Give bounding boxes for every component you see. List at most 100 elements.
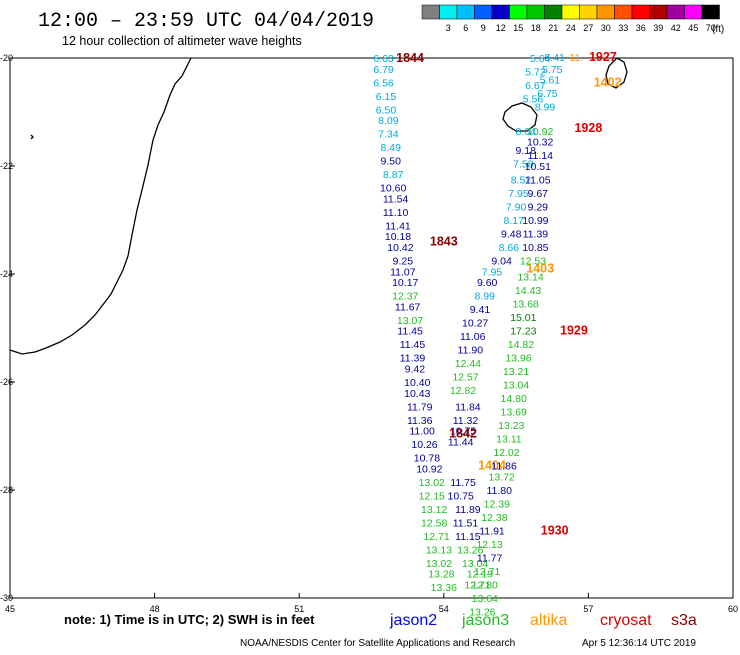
wave-height-value: 9.42 [405,364,426,376]
wave-height-value: 5.61 [540,75,561,87]
wave-height-value: 8.17 [503,215,524,227]
legend-swatch [491,4,510,20]
wave-height-value: 6.63 [373,53,394,65]
legend-label: 70 [706,23,716,33]
madagascar-coastline [9,57,192,355]
legend-swatch [439,4,458,20]
legend-label: 21 [548,23,558,33]
wave-height-value: 9.60 [477,277,498,289]
axis-ticks: 45 48 51 54 57 60 -20 -22 -24 -26 -28 -30 [0,53,738,614]
wave-height-value: 10.75 [448,490,474,502]
wave-height-value: 12.71 [474,566,500,578]
wave-height-value: 8.99 [535,102,556,114]
wave-height-value: 13.36 [431,582,457,594]
track-time-label: 1842 [449,426,477,440]
wave-height-value: 10.42 [387,242,413,254]
legend-label: 36 [636,23,646,33]
wave-height-value: 12.13 [476,539,502,551]
wave-height-value: 5.56 [523,94,544,106]
wave-height-value: 12.82 [450,385,476,397]
x-tick-label: 48 [150,604,160,614]
legend-swatch [701,4,720,20]
track-time-label: 1930 [541,524,569,538]
track-time-label: 1928 [574,121,602,135]
wave-height-value: 10.99 [522,215,548,227]
y-tick-label: -28 [0,485,13,495]
wave-height-value: 11.05 [525,175,551,187]
reunion-island [502,102,538,132]
wave-height-value: 13.23 [498,420,524,432]
track-time-label: 1403 [526,262,554,276]
wave-height-value: 11.90 [458,345,484,357]
legend-swatch [579,4,598,20]
wave-height-value: 8.66 [499,242,520,254]
x-tick-label: 45 [5,604,15,614]
wave-height-value: 11.89 [455,504,481,516]
legend-label: 45 [688,23,698,33]
wave-height-value: 5.41 [544,52,565,64]
wave-height-value: 12.38 [481,512,507,524]
wave-height-value: 15.01 [510,312,536,324]
wave-height-value: 5.72 [525,67,546,79]
wave-height-value: 10.85 [522,242,548,254]
wave-height-value: 11.10 [383,207,409,219]
wave-height-value: 13.69 [501,407,527,419]
legend-swatch [526,4,545,20]
legend-label: 30 [601,23,611,33]
wave-height-value: 9.18 [516,145,537,157]
wave-height-value: 11. [569,52,583,64]
wave-height-value: 7.95 [508,188,529,200]
legend-swatch [421,4,440,20]
wave-height-value: 9.29 [528,202,549,214]
wave-height-value: 11.32 [453,415,479,427]
legend-label: 12 [496,23,506,33]
wave-height-value: 13.11 [496,434,522,446]
wave-height-value: 11.54 [383,193,409,205]
wave-height-value: 13.02 [419,477,445,489]
wave-height-value: 12.57 [452,372,478,384]
wave-height-value: 11.45 [397,326,423,338]
wave-height-value: 12.80 [472,580,498,592]
legend-label: 27 [583,23,593,33]
wave-height-value: 13.28 [428,569,454,581]
wave-height-value: 13.68 [513,299,539,311]
wave-height-value: 10.43 [404,388,430,400]
wave-height-value: 10.51 [525,161,551,173]
wave-height-value: 11.41 [385,220,411,232]
plot-frame [9,57,734,599]
wave-height-value: 13.07 [397,315,423,327]
track-time-label: 1927 [589,50,617,64]
legend-swatch [544,4,563,20]
wave-height-value: 6.67 [525,80,546,92]
wave-height-value: 14.82 [508,339,534,351]
wave-height-value: 5.64 [530,53,551,65]
wave-height-value: 12.39 [484,499,510,511]
wave-height-value: 12.53 [520,256,546,268]
wave-height-value: 8.49 [381,142,402,154]
legend-label: 15 [513,23,523,33]
wave-height-value: 11.07 [390,266,416,278]
wave-height-value: 11.06 [460,331,486,343]
satellite-legend: jason2 jason3 altika cryosat s3a [389,612,697,629]
wave-height-value: 10.60 [380,183,406,195]
satellite-jason3-label: jason3 [461,612,509,629]
wave-height-value: 6.79 [373,64,394,76]
satellite-s3a-label: s3a [671,612,697,629]
wave-height-value: 10.92 [416,463,442,475]
wave-height-value: 11.36 [407,415,433,427]
mauritius-island [605,57,628,89]
wave-height-value: 12.71 [464,580,490,592]
legend-swatch [666,4,685,20]
wave-height-value: 14.80 [501,393,527,405]
wave-height-value: 5.75 [542,64,563,76]
footer-credit: NOAA/NESDIS Center for Satellite Applica… [240,638,515,649]
wave-height-value: 8.52 [511,175,532,187]
wave-height-value: 12.58 [421,517,447,529]
wave-height-value: 12.02 [493,447,519,459]
wave-height-value: 8.99 [475,291,496,303]
wave-height-value: 6.75 [537,88,558,100]
wave-height-value: 6.15 [376,91,397,103]
wave-height-value: 9.04 [491,256,512,268]
